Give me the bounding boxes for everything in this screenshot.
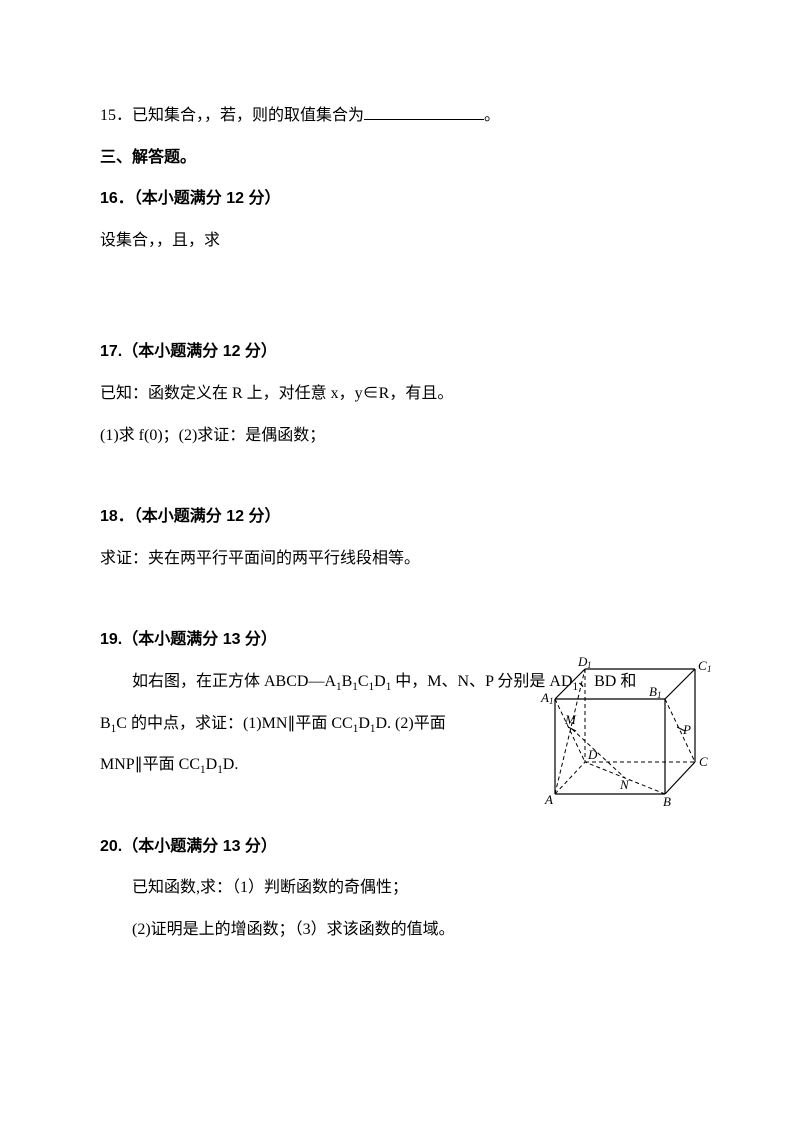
spacer	[100, 456, 700, 496]
spacer	[100, 261, 700, 331]
svg-text:B: B	[649, 684, 657, 699]
q19-t1: 如右图，在正方体 ABCD—A	[132, 673, 336, 690]
q15-num: 15．	[100, 107, 132, 124]
svg-text:D: D	[587, 747, 598, 762]
svg-text:N: N	[619, 777, 630, 792]
q16-heading: 16．（本小题满分 12 分）	[100, 178, 700, 220]
q19-v2: D	[206, 756, 218, 773]
svg-text:1: 1	[549, 696, 554, 706]
q20-line2: (2)证明是上的增函数；（3）求该函数的值域。	[100, 909, 700, 951]
q19-t2: B	[342, 673, 353, 690]
q19-u1: B	[100, 715, 111, 732]
q17-line1: 已知：函数定义在 R 上，对任意 x，y∈R，有且。	[100, 373, 700, 415]
q18-heading: 18．（本小题满分 12 分）	[100, 496, 700, 538]
svg-text:P: P	[682, 722, 691, 737]
q19-v1: MNP∥平面 CC	[100, 756, 200, 773]
q19-u3: D	[358, 715, 370, 732]
q19-line2: B1C 的中点，求证：(1)MN∥平面 CC1D1D. (2)平面	[100, 703, 500, 745]
q20-heading: 20.（本小题满分 13 分）	[100, 826, 700, 868]
svg-text:1: 1	[707, 664, 712, 674]
q17-line2: (1)求 f(0)；(2)求证：是偶函数；	[100, 415, 700, 457]
q19-u2: C 的中点，求证：(1)MN∥平面 CC	[116, 715, 352, 732]
svg-text:C: C	[699, 754, 708, 769]
q19-u4: D. (2)平面	[375, 715, 445, 732]
q16-text: 设集合，，且，求	[100, 220, 700, 262]
q17-heading: 17.（本小题满分 12 分）	[100, 331, 700, 373]
svg-text:C: C	[698, 658, 707, 673]
section-title: 三、解答题。	[100, 137, 700, 179]
svg-text:A: A	[540, 690, 549, 705]
svg-text:M: M	[564, 712, 577, 727]
q20-line1: 已知函数,求：（1）判断函数的奇偶性；	[100, 867, 700, 909]
spacer	[100, 579, 700, 619]
q15-blank	[364, 104, 484, 120]
q19-t4: D	[374, 673, 386, 690]
q15-text2: 。	[484, 107, 500, 124]
q15: 15．已知集合，，若，则的取值集合为 。	[100, 95, 700, 137]
q19-block: 19.（本小题满分 13 分） 如右图，在正方体 ABCD—A1B1C1D1 中…	[100, 619, 700, 785]
svg-text:1: 1	[587, 660, 592, 670]
cube-figure: D1 C1 A1 B1 D C A B M N P	[535, 654, 720, 809]
q19-v3: D.	[223, 756, 239, 773]
q18-text: 求证：夹在两平行平面间的两平行线段相等。	[100, 538, 700, 580]
q15-text1: 已知集合，，若，则的取值集合为	[132, 107, 364, 124]
svg-text:A: A	[544, 792, 553, 807]
svg-text:1: 1	[657, 690, 662, 700]
q19-t3: C	[358, 673, 369, 690]
svg-text:B: B	[663, 794, 671, 809]
